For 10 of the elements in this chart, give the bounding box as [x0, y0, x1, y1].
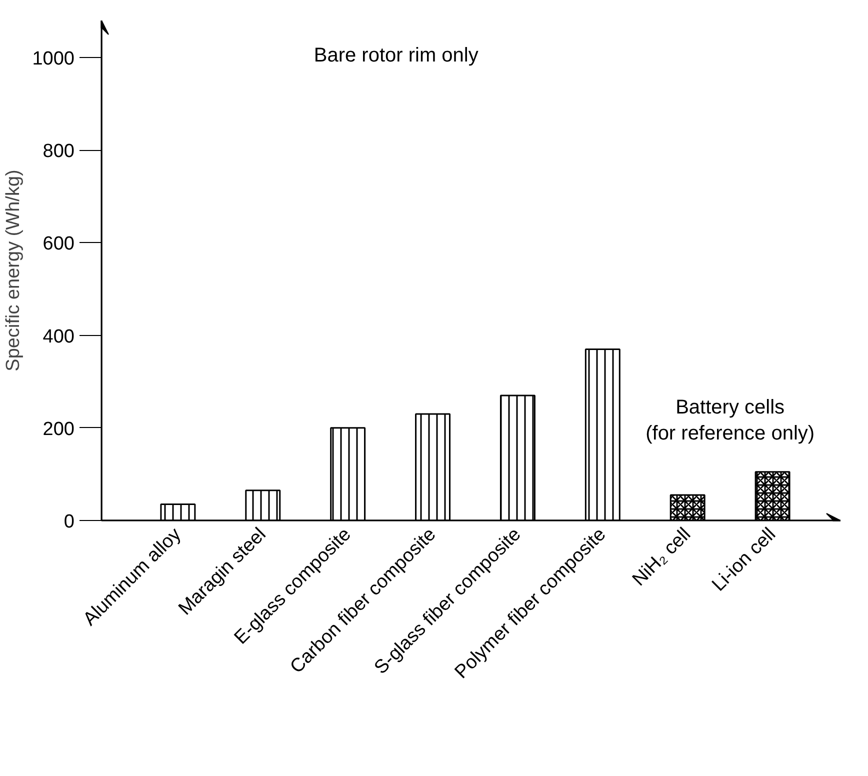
- y-tick-label: 200: [42, 418, 74, 440]
- x-tick-label: NiH₂ cell: [628, 524, 696, 590]
- y-axis-title: Specific energy (Wh/kg): [3, 170, 24, 372]
- annotation: Battery cells (for reference only): [646, 396, 815, 445]
- y-tick-label: 0: [64, 512, 75, 532]
- y-tick-label: 400: [42, 326, 74, 348]
- y-tick-label: 1000: [32, 48, 75, 70]
- y-tick-label: 600: [42, 234, 74, 255]
- y-tick-label: 800: [42, 141, 74, 162]
- annotation: Bare rotor rim only: [314, 44, 478, 66]
